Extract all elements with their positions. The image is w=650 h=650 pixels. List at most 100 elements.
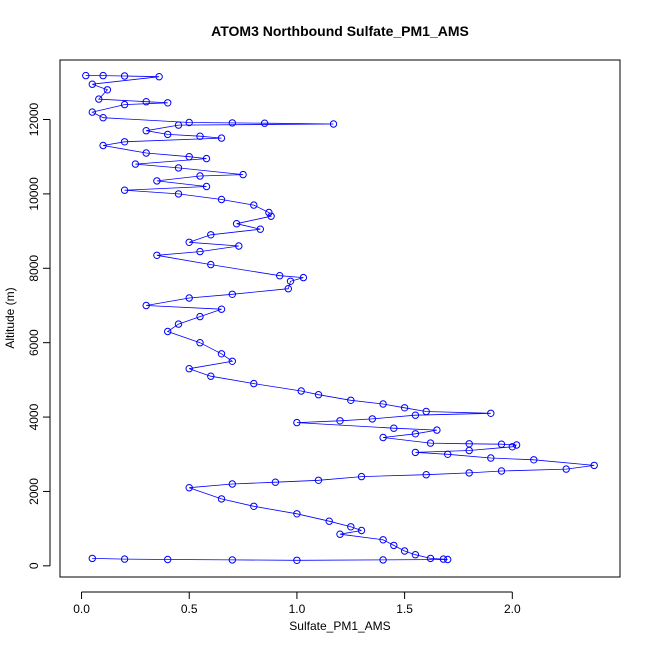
- data-point: [207, 260, 215, 269]
- data-point: [400, 547, 409, 555]
- x-tick-label: 0.0: [73, 602, 90, 616]
- data-point: [196, 312, 204, 321]
- data-point: [207, 231, 215, 239]
- data-point: [88, 108, 97, 116]
- x-tick-label: 2.0: [504, 602, 521, 616]
- data-point: [120, 100, 129, 109]
- data-point: [142, 98, 150, 106]
- data-point: [379, 433, 387, 442]
- data-point: [235, 242, 243, 250]
- x-tick-label: 1.0: [289, 602, 306, 616]
- data-point: [284, 285, 292, 293]
- data-point: [390, 424, 398, 432]
- data-point: [347, 523, 355, 531]
- data-point: [256, 225, 264, 233]
- data-point: [217, 495, 226, 503]
- data-point: [164, 99, 172, 107]
- data-point: [379, 400, 387, 408]
- y-tick-label: 12000: [27, 103, 41, 137]
- data-point: [142, 301, 150, 310]
- data-point: [422, 407, 430, 416]
- y-tick-label: 10000: [27, 177, 41, 211]
- y-tick-label: 2000: [27, 478, 41, 505]
- data-point: [202, 154, 211, 163]
- data-point: [422, 471, 430, 479]
- x-axis: 0.0 0.5 1.0 1.5 2.0: [73, 591, 521, 616]
- y-axis-label: Altitude (m): [3, 287, 17, 348]
- data-point: [196, 172, 204, 180]
- data-point: [390, 541, 398, 550]
- y-tick-label: 6000: [27, 329, 41, 356]
- data-point: [202, 182, 211, 191]
- data-point: [497, 440, 506, 448]
- data-point: [228, 119, 237, 127]
- data-point: [400, 404, 409, 412]
- y-tick-label: 0: [27, 562, 41, 569]
- data-point: [444, 450, 452, 458]
- data-point: [314, 391, 323, 399]
- data-point: [336, 530, 344, 538]
- data-point: [314, 476, 323, 484]
- data-point: [426, 554, 435, 563]
- data-point: [426, 439, 435, 447]
- data-point: [297, 387, 305, 395]
- data-point: [411, 448, 420, 457]
- data-point: [336, 417, 344, 425]
- data-point: [153, 251, 161, 260]
- data-point: [185, 153, 193, 161]
- data-point: [293, 510, 301, 518]
- data-point: [508, 443, 516, 451]
- data-point: [164, 555, 172, 564]
- data-point: [174, 164, 183, 172]
- data-layer: [82, 71, 598, 564]
- data-point: [95, 95, 103, 103]
- data-point: [465, 446, 473, 455]
- data-point: [196, 132, 204, 140]
- data-point: [293, 418, 301, 427]
- data-point: [131, 160, 140, 168]
- data-point: [196, 339, 204, 347]
- data-point: [217, 134, 226, 142]
- data-point: [357, 472, 366, 481]
- data-point: [276, 272, 284, 280]
- data-point: [99, 114, 107, 122]
- data-point: [185, 238, 193, 247]
- data-point: [411, 551, 420, 559]
- x-tick-label: 0.5: [181, 602, 198, 616]
- data-point: [174, 121, 183, 129]
- series-line: [85, 75, 595, 561]
- data-point: [439, 555, 448, 563]
- data-point: [120, 138, 129, 146]
- data-point: [239, 170, 247, 179]
- data-point: [185, 118, 193, 127]
- data-point: [217, 305, 226, 313]
- data-point: [88, 554, 97, 563]
- data-point: [357, 526, 366, 535]
- data-point: [232, 220, 241, 228]
- data-point: [153, 177, 161, 185]
- data-point: [250, 201, 258, 209]
- data-point: [487, 409, 495, 417]
- data-point: [164, 327, 172, 336]
- data-point: [228, 480, 237, 488]
- chart-title: ATOM3 Northbound Sulfate_PM1_AMS: [211, 23, 469, 39]
- data-point: [88, 80, 97, 88]
- data-point: [185, 365, 193, 373]
- data-point: [267, 212, 275, 220]
- data-point: [185, 294, 193, 302]
- data-point: [530, 456, 538, 464]
- data-point: [271, 478, 280, 486]
- data-point: [411, 430, 420, 438]
- data-point: [207, 372, 215, 380]
- data-point: [120, 72, 129, 80]
- data-point: [99, 141, 107, 150]
- data-point: [164, 130, 172, 139]
- y-tick-label: 4000: [27, 403, 41, 430]
- data-point: [120, 186, 129, 194]
- data-point: [329, 120, 338, 128]
- data-point: [497, 467, 506, 475]
- data-point: [411, 411, 420, 419]
- data-point: [142, 127, 150, 135]
